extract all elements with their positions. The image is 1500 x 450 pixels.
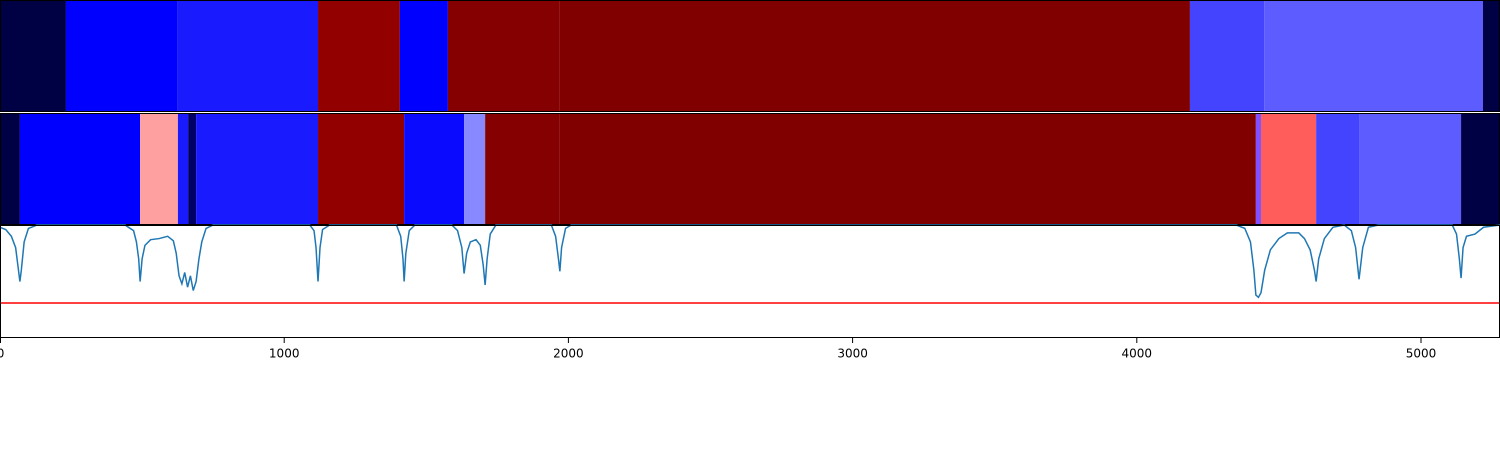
x-tick-label: 5000 [1406,347,1437,361]
segment [0,0,66,112]
segment [1461,113,1500,225]
segment [188,113,197,225]
segment [447,0,560,112]
segment [464,113,486,225]
segment [140,113,178,225]
x-tick-label: 1000 [269,347,300,361]
x-tick-label: 3000 [837,347,868,361]
segment [177,113,189,225]
segment [404,113,465,225]
segment [19,113,141,225]
segment [0,113,20,225]
x-tick-label: 2000 [553,347,584,361]
x-tick-label: 0 [0,347,4,361]
line [0,224,1500,299]
segment [485,113,560,225]
segment [1255,113,1261,225]
panel-frame [0,225,1500,338]
segment [1260,113,1317,225]
segment [65,0,178,112]
segment [1316,113,1360,225]
segment [318,0,400,112]
segment [318,113,405,225]
segment [399,0,448,112]
segment [1264,0,1483,112]
segment [196,113,319,225]
segment [1189,0,1265,112]
segment [1482,0,1500,112]
x-tick-label: 4000 [1122,347,1153,361]
segment [177,0,319,112]
segment [559,113,1256,225]
segment [1359,113,1462,225]
segment [559,0,1190,112]
